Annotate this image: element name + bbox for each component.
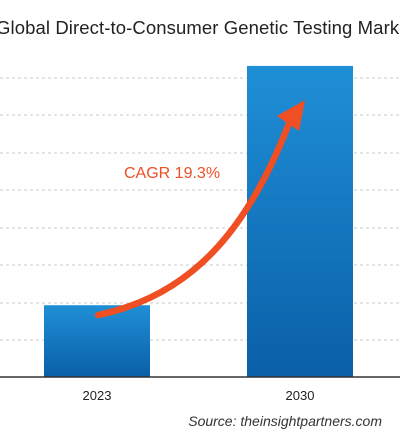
x-tick-label-2023: 2023 (83, 388, 112, 403)
x-tick-labels: 2023 2030 (83, 388, 315, 403)
cagr-arrow-head (277, 100, 305, 131)
cagr-annotation: CAGR 19.3% (124, 165, 220, 182)
cagr-arrow (94, 100, 305, 319)
cagr-arrow-shaft (94, 114, 295, 319)
chart-title: Global Direct-to-Consumer Genetic Testin… (0, 17, 400, 38)
source-credit: Source: theinsightpartners.com (188, 413, 382, 429)
x-tick-label-2030: 2030 (286, 388, 315, 403)
bars (44, 65, 353, 377)
